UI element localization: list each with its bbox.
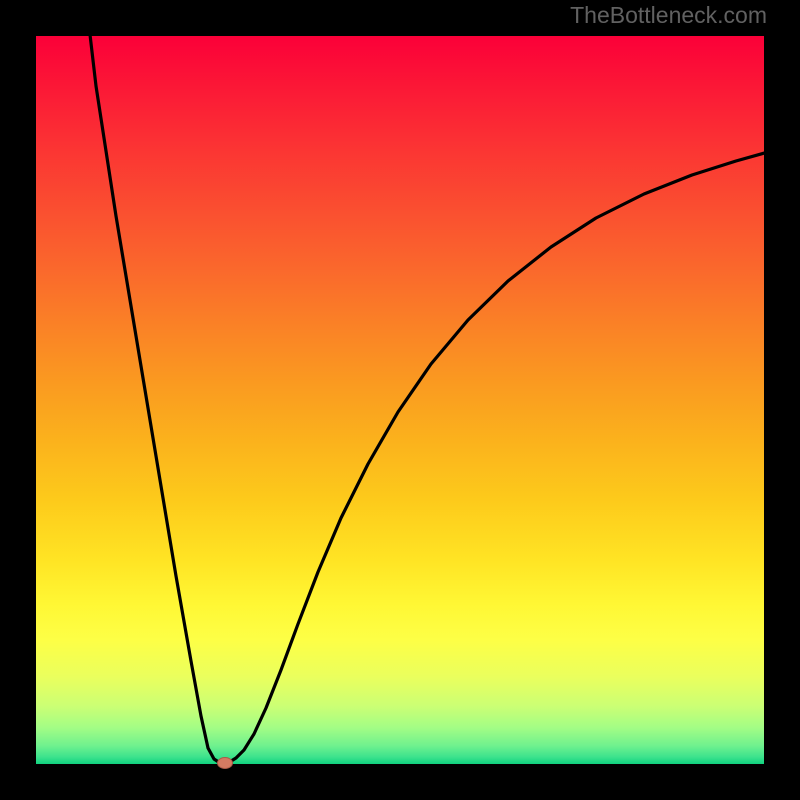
bottleneck-curve (89, 26, 768, 763)
minimum-marker (218, 758, 233, 769)
watermark-text: TheBottleneck.com (570, 2, 767, 29)
plot-area (36, 36, 764, 764)
curve-layer (36, 36, 764, 764)
chart-container: TheBottleneck.com (0, 0, 800, 800)
